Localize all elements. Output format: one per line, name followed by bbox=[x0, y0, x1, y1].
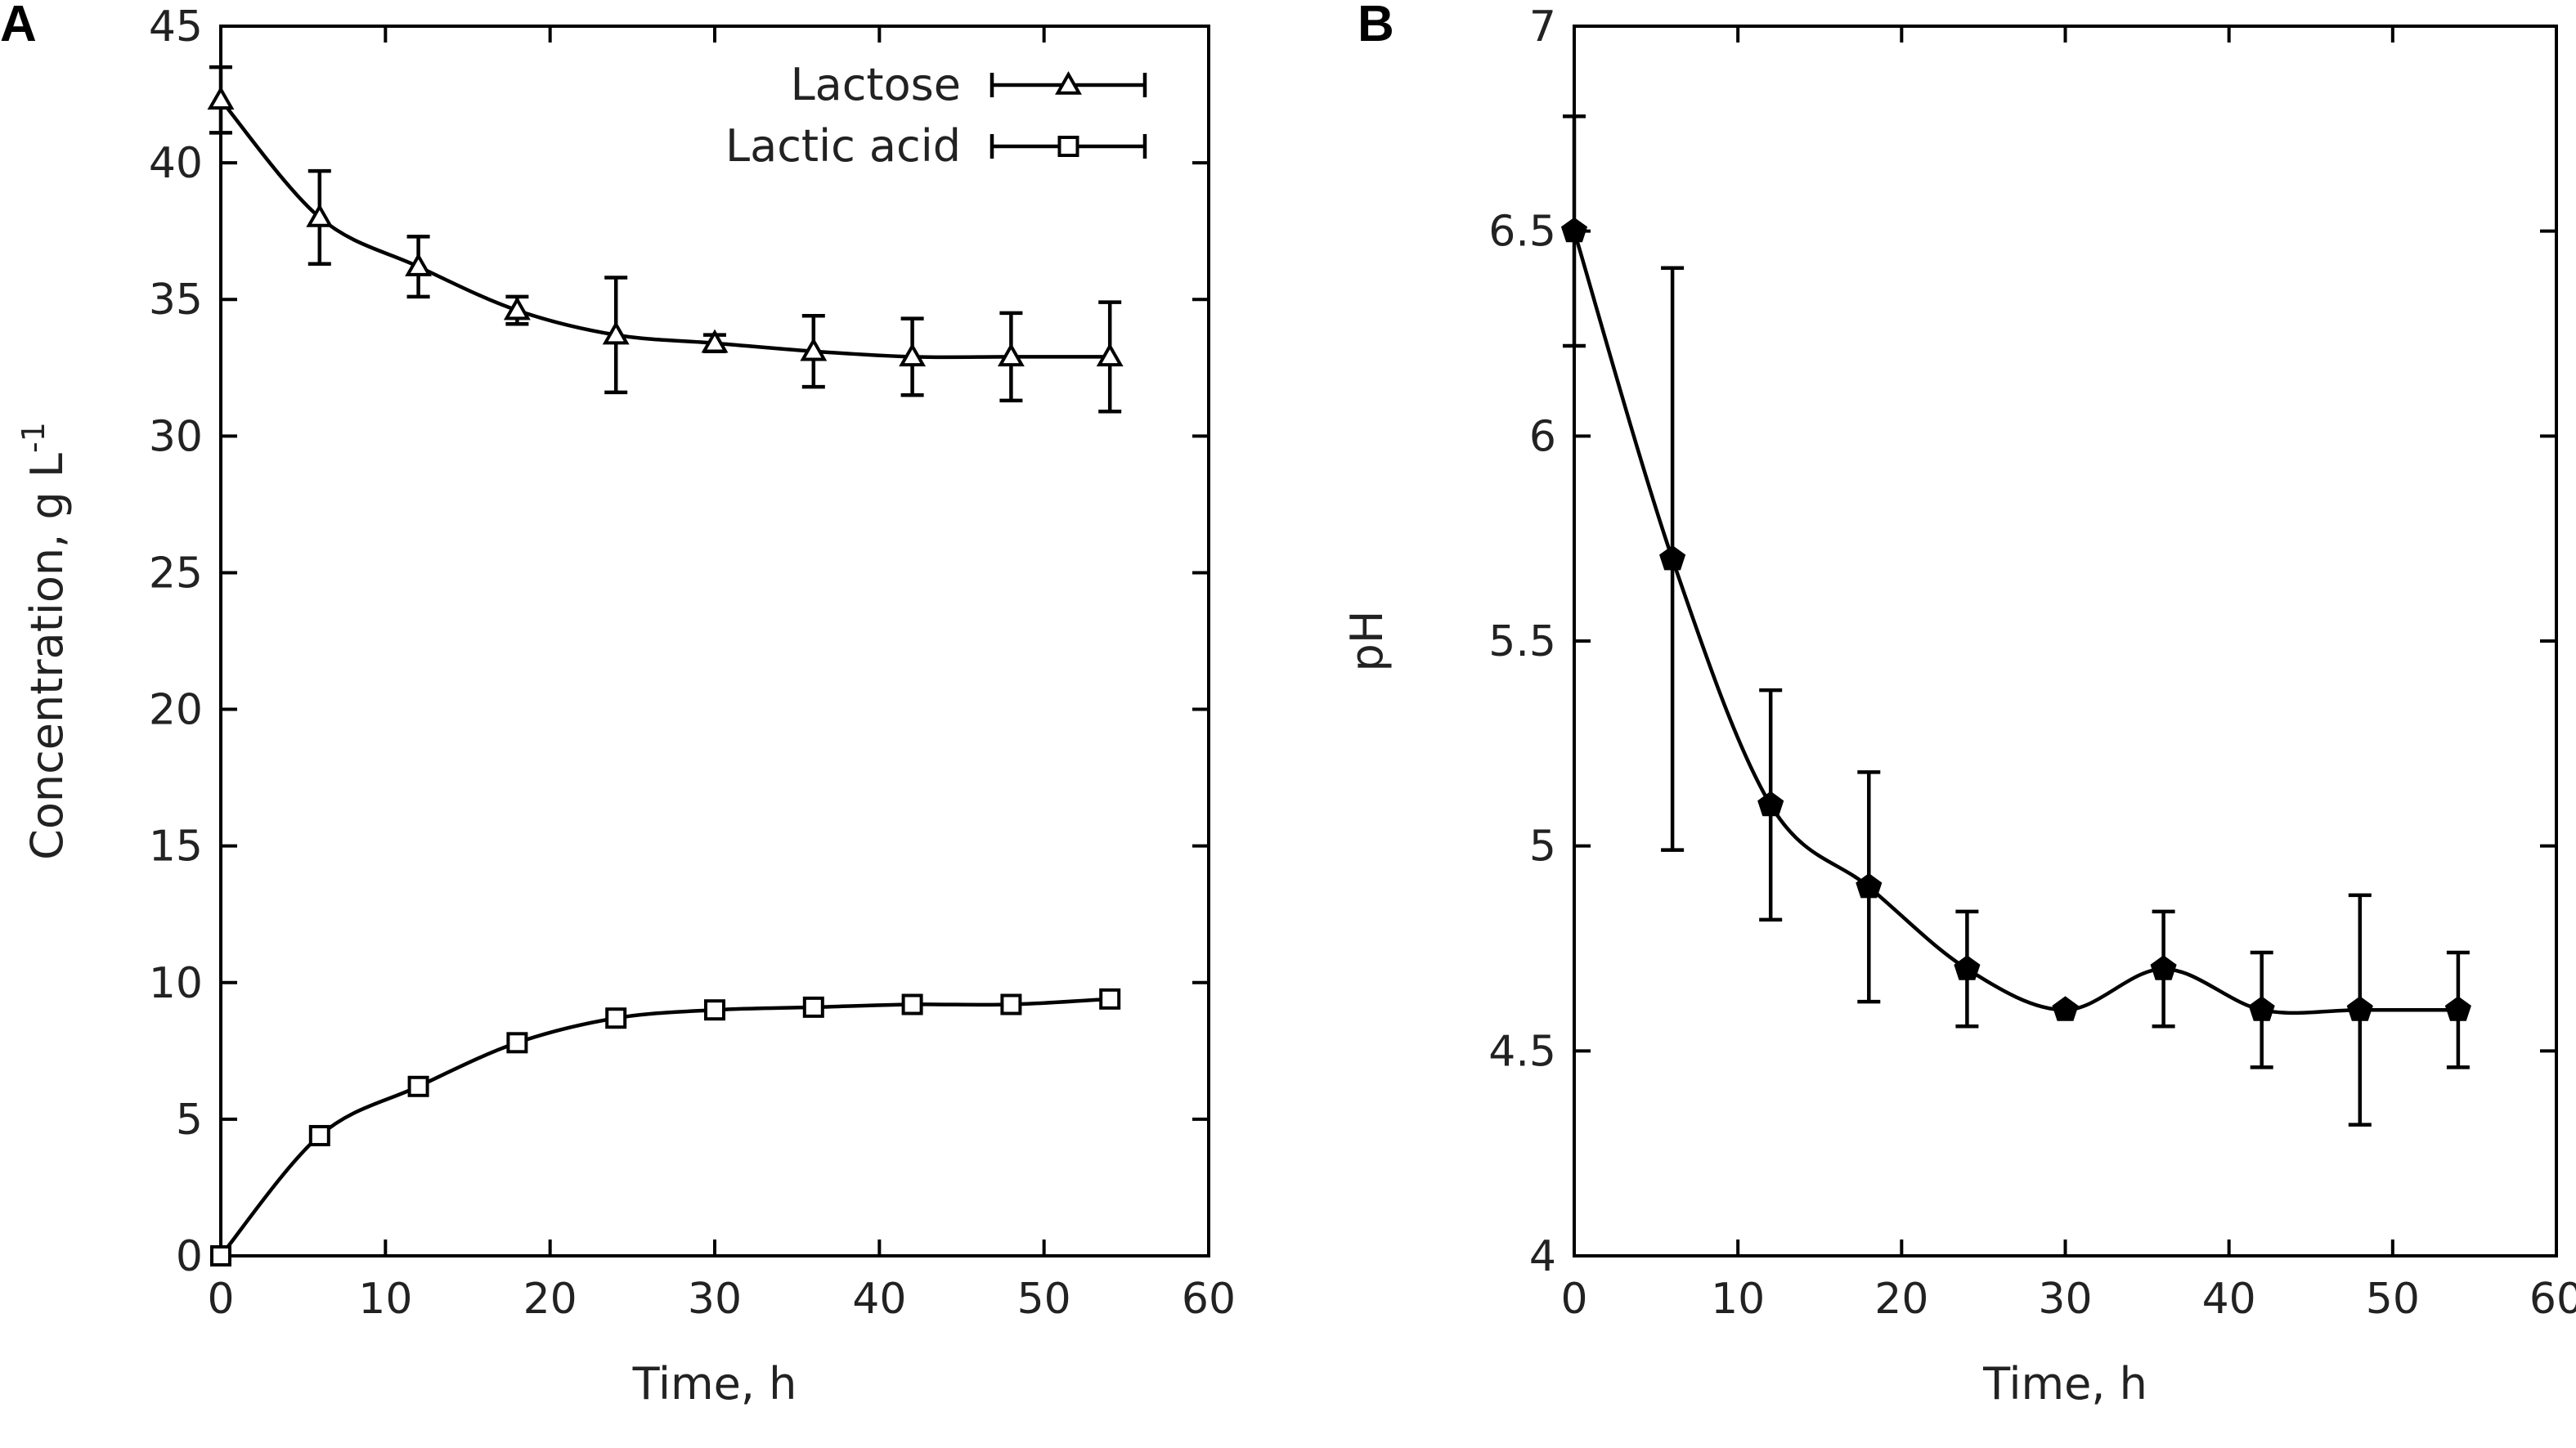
legend-marker bbox=[1055, 70, 1082, 95]
x-tick-label: 30 bbox=[2038, 1275, 2092, 1324]
data-point bbox=[901, 993, 923, 1015]
y-tick-label: 5.5 bbox=[1488, 617, 1556, 666]
x-axis-title: Time, h bbox=[1982, 1358, 2147, 1410]
data-point bbox=[800, 337, 828, 361]
data-point bbox=[407, 1075, 429, 1097]
data-point bbox=[701, 329, 729, 353]
data-point bbox=[2444, 996, 2471, 1021]
y-tick-label: 35 bbox=[149, 276, 203, 325]
series-line bbox=[1572, 231, 2458, 1015]
data-point bbox=[602, 321, 630, 345]
x-tick-label: 50 bbox=[2366, 1275, 2420, 1324]
data-point bbox=[2150, 955, 2177, 980]
data-point bbox=[2346, 996, 2373, 1021]
y-tick-label: 20 bbox=[149, 686, 203, 735]
series-line bbox=[219, 997, 1111, 1257]
y-tick-label: 40 bbox=[149, 139, 203, 188]
series-lactic-acid bbox=[210, 988, 1121, 1266]
x-tick-label: 0 bbox=[1560, 1275, 1587, 1324]
data-point bbox=[207, 86, 235, 110]
chart-a: 0 10 20 30 40 50 60 0 5 10 15 20 25 30 35 40 45 Time, h Co… bbox=[16, 2, 1236, 1410]
y-tick-label: 45 bbox=[149, 2, 203, 52]
x-tick-label: 60 bbox=[2529, 1275, 2576, 1324]
plot-frame bbox=[219, 25, 1210, 1257]
data-point bbox=[506, 1032, 528, 1054]
data-point bbox=[1096, 343, 1124, 367]
x-tick-label: 10 bbox=[358, 1275, 412, 1324]
y-tick-label: 6 bbox=[1529, 412, 1556, 461]
panel-label-a: A bbox=[0, 0, 37, 52]
y-tick-label: 15 bbox=[149, 823, 203, 872]
y-tick-label: 0 bbox=[176, 1232, 203, 1281]
data-point bbox=[1856, 872, 1883, 899]
data-point bbox=[1659, 545, 1686, 571]
panel-label-b: B bbox=[1358, 0, 1394, 52]
data-point bbox=[1099, 988, 1121, 1010]
x-axis-title: Time, h bbox=[632, 1358, 797, 1410]
data-point bbox=[1000, 993, 1022, 1015]
y-axis-title: pH bbox=[1341, 611, 1393, 672]
legend-label: Lactic acid bbox=[725, 120, 961, 172]
data-point bbox=[1560, 217, 1588, 243]
y-tick-label: 10 bbox=[149, 959, 203, 1008]
data-point bbox=[405, 253, 433, 276]
x-tick-label: 60 bbox=[1182, 1275, 1236, 1324]
legend: Lactose Lactic acid bbox=[725, 59, 1147, 172]
plot-frame bbox=[1573, 25, 2558, 1257]
series-ph bbox=[1560, 114, 2471, 1127]
chart-b: 0 10 20 30 40 50 60 4 4.5 5 5.5 6 6.5 7 Time, h pH bbox=[1341, 2, 2576, 1410]
data-point bbox=[2052, 996, 2079, 1021]
y-tick-label: 5 bbox=[1529, 823, 1556, 872]
y-tick-label: 4 bbox=[1529, 1232, 1556, 1281]
y-axis-title-superscript: -1 bbox=[16, 422, 52, 453]
data-point bbox=[308, 1124, 330, 1146]
data-point bbox=[704, 999, 725, 1021]
x-tick-label: 20 bbox=[523, 1275, 577, 1324]
y-tick-label: 25 bbox=[149, 549, 203, 598]
data-point bbox=[1757, 791, 1784, 817]
x-tick-label: 10 bbox=[1711, 1275, 1765, 1324]
data-point bbox=[306, 203, 334, 227]
y-tick-label: 5 bbox=[176, 1096, 203, 1145]
y-tick-label: 6.5 bbox=[1488, 208, 1556, 257]
y-tick-label: 7 bbox=[1529, 2, 1556, 52]
data-point bbox=[899, 343, 927, 367]
data-point bbox=[210, 1245, 231, 1266]
y-axis-title: Concentration, g L-1 bbox=[16, 422, 73, 860]
x-tick-label: 50 bbox=[1017, 1275, 1071, 1324]
y-tick-label: 30 bbox=[149, 412, 203, 461]
data-point bbox=[2248, 996, 2275, 1021]
data-point bbox=[997, 343, 1025, 367]
data-point bbox=[802, 996, 824, 1018]
x-tick-label: 40 bbox=[2202, 1275, 2256, 1324]
x-tick-label: 30 bbox=[688, 1275, 742, 1324]
data-point bbox=[605, 1007, 627, 1029]
legend-marker bbox=[1057, 136, 1079, 157]
data-point bbox=[1954, 955, 1981, 980]
y-tick-label: 4.5 bbox=[1488, 1027, 1556, 1076]
data-point bbox=[503, 296, 531, 321]
series-line bbox=[219, 98, 1111, 360]
x-tick-label: 0 bbox=[207, 1275, 234, 1324]
legend-label: Lactose bbox=[791, 59, 961, 110]
x-tick-label: 20 bbox=[1874, 1275, 1928, 1324]
x-tick-label: 40 bbox=[852, 1275, 906, 1324]
series-lactose bbox=[207, 65, 1124, 414]
